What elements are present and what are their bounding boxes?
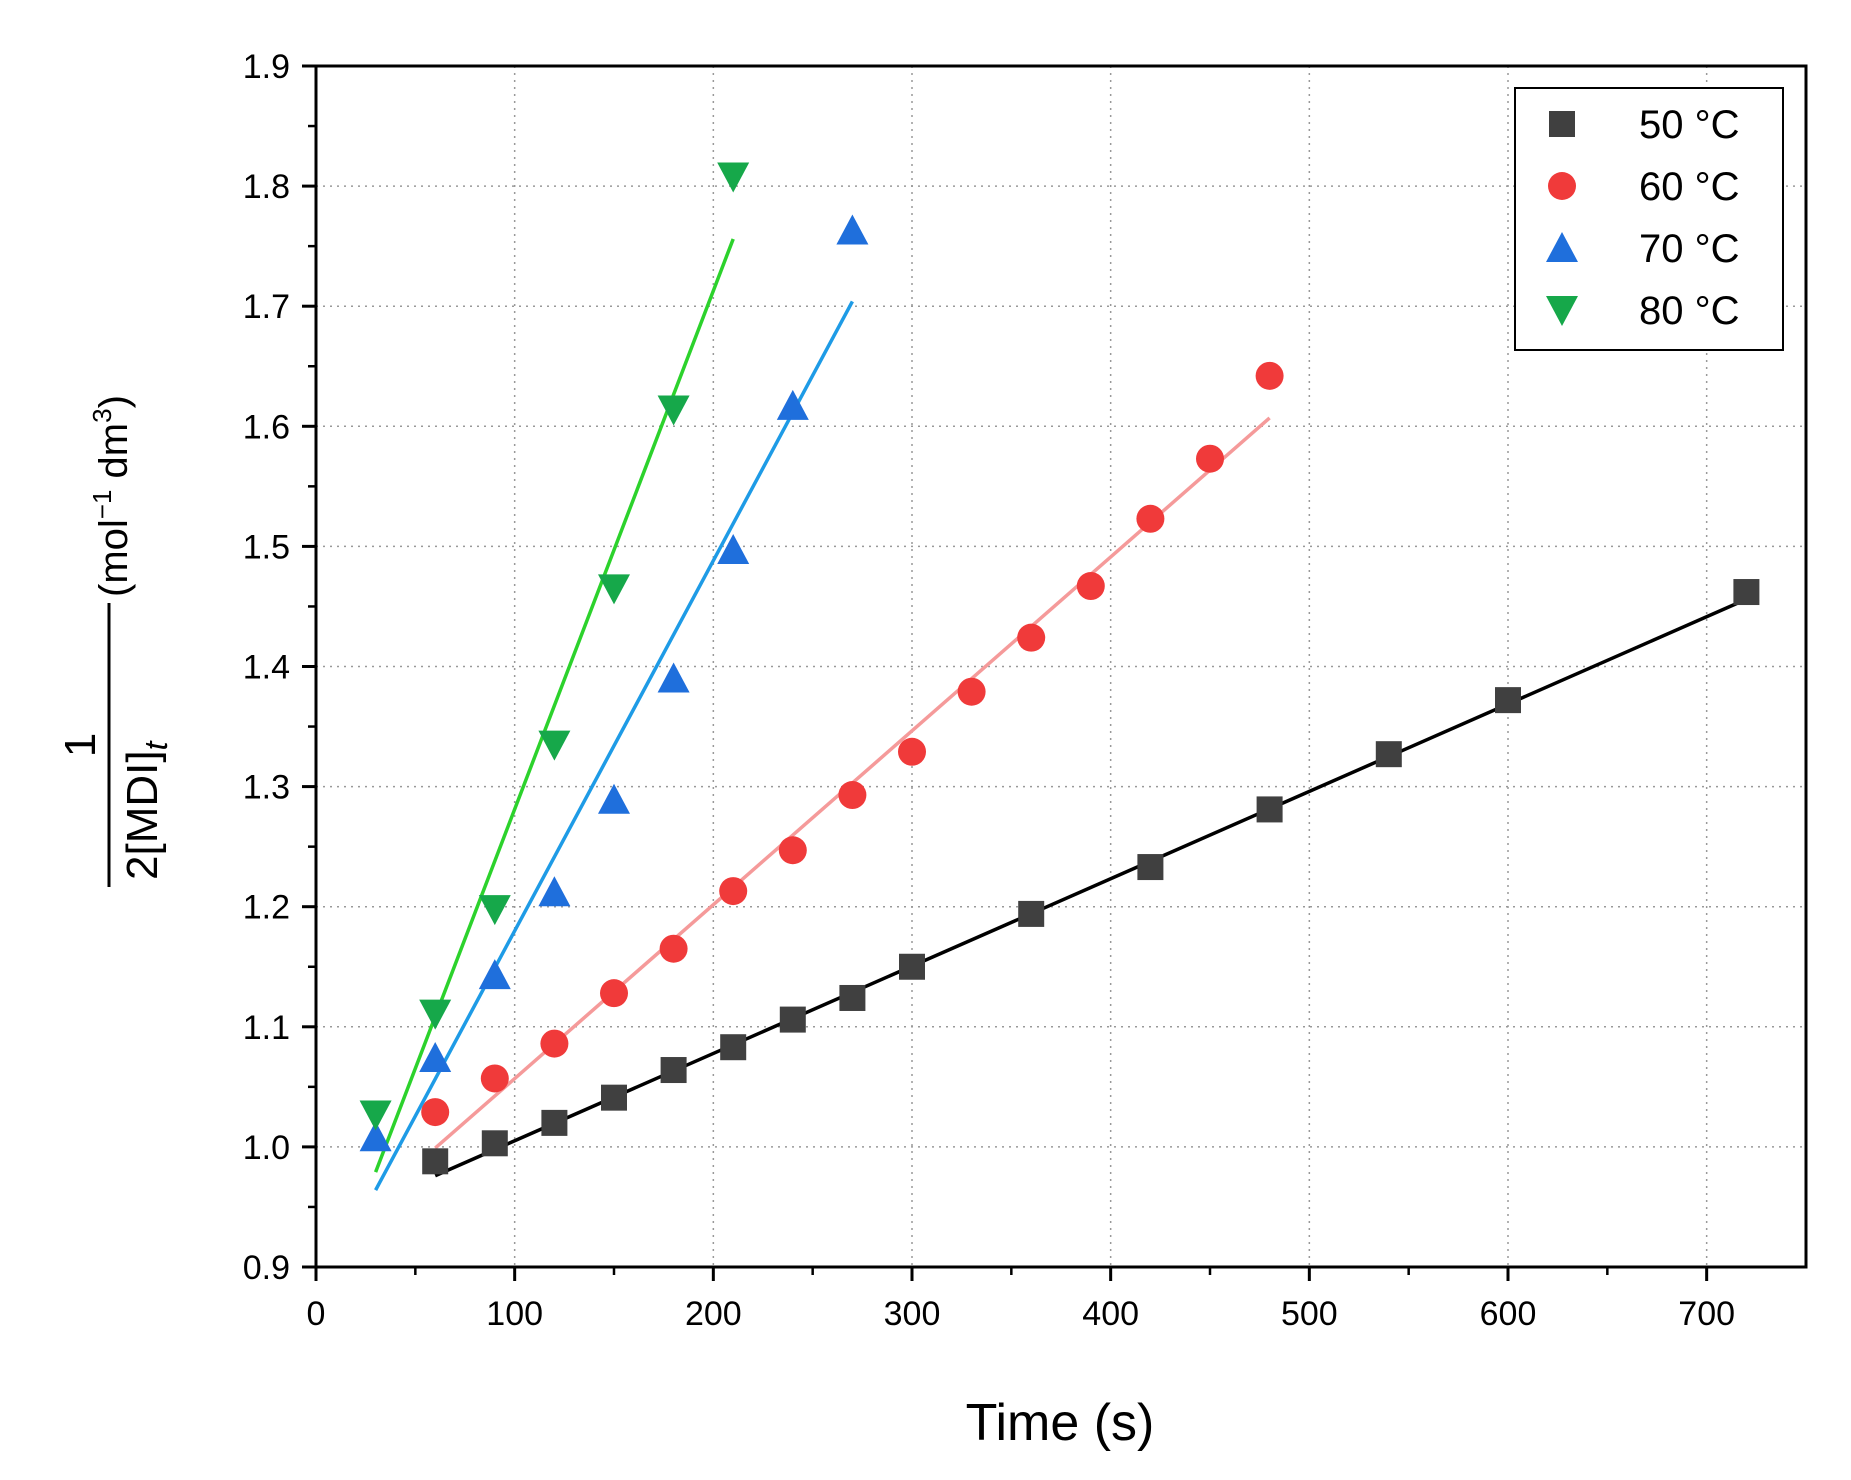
series-80c-point bbox=[717, 162, 750, 193]
y-tick-label: 1.9 bbox=[243, 48, 290, 86]
y-axis-title: 1 2[MDI]t (mol−1 dm3) bbox=[56, 395, 174, 887]
series-60c-point bbox=[540, 1029, 569, 1058]
series-70c-point bbox=[538, 876, 571, 907]
series-60c-point bbox=[838, 781, 867, 810]
series-60c-point bbox=[719, 877, 748, 906]
legend-80c-marker bbox=[1546, 296, 1578, 326]
series-60c-point bbox=[898, 737, 926, 766]
x-tick-label: 200 bbox=[685, 1295, 742, 1333]
series-60c-point bbox=[1136, 504, 1165, 533]
y-axis-title-numerator: 1 bbox=[56, 733, 105, 757]
legend-50c-label: 50 °C bbox=[1639, 103, 1740, 147]
series-50c-point bbox=[1018, 900, 1045, 927]
legend-70c-label: 70 °C bbox=[1639, 227, 1740, 271]
x-tick-label: 500 bbox=[1281, 1295, 1338, 1333]
y-tick-label: 0.9 bbox=[243, 1249, 290, 1287]
series-70c-point bbox=[359, 1121, 392, 1152]
series-70c-fit-line bbox=[374, 300, 854, 1191]
series-50c-point bbox=[899, 953, 925, 980]
series-50c-point bbox=[1733, 579, 1760, 606]
series-70c-point bbox=[717, 534, 750, 565]
x-axis-title: Time (s) bbox=[966, 1394, 1155, 1452]
y-axis-title-unit-exp2: 3 bbox=[87, 408, 117, 422]
series-80c-point bbox=[598, 574, 630, 605]
legend-60c-marker bbox=[1548, 172, 1576, 200]
legend: 50 °C 60 °C 70 °C 80 °C bbox=[1514, 87, 1784, 351]
series-50c-point bbox=[779, 1006, 806, 1033]
y-tick-label: 1.3 bbox=[243, 769, 290, 807]
x-tick-label: 600 bbox=[1480, 1295, 1537, 1333]
series-60c-point bbox=[659, 934, 688, 963]
series-60c-point bbox=[957, 677, 986, 706]
series-80c-point bbox=[657, 395, 690, 426]
series-60c-point bbox=[1017, 623, 1046, 652]
series-50c-point bbox=[839, 984, 866, 1011]
series-60c-point bbox=[421, 1098, 450, 1127]
series-60c-point bbox=[600, 979, 628, 1008]
x-tick-label: 400 bbox=[1082, 1295, 1139, 1333]
x-tick-label: 0 bbox=[307, 1295, 326, 1333]
ticks: 0 100 200 300 400 500 600 700 0.9 1.0 1.1 1.2 1.3 1.4… bbox=[243, 48, 1735, 1333]
y-axis-title-unit-exp1: −1 bbox=[87, 490, 117, 520]
series-50c-point bbox=[1375, 741, 1402, 768]
legend-60c-label: 60 °C bbox=[1639, 165, 1740, 209]
legend-80c-label: 80 °C bbox=[1639, 289, 1740, 333]
series-70c-point bbox=[836, 214, 869, 245]
series-50c-fit-line bbox=[434, 597, 1748, 1178]
y-axis-title-denominator-group: 2[MDI]t bbox=[118, 740, 174, 880]
legend-50c-marker bbox=[1549, 111, 1575, 137]
series-70c-point bbox=[598, 783, 630, 814]
y-axis-title-unit-prefix: (mol bbox=[92, 519, 136, 597]
y-axis-title-unit: (mol−1 dm3) bbox=[87, 395, 136, 597]
series-60c-point bbox=[778, 836, 807, 865]
y-tick-label: 1.7 bbox=[243, 288, 290, 326]
y-tick-label: 1.2 bbox=[243, 889, 290, 927]
y-axis-title-denominator: 2[MDI] bbox=[118, 750, 167, 880]
series-70c-point bbox=[657, 662, 690, 693]
x-tick-label: 300 bbox=[884, 1295, 941, 1333]
series-50c-point bbox=[541, 1109, 568, 1136]
series-50c-point bbox=[1137, 854, 1164, 881]
series-60c-point bbox=[1076, 572, 1105, 601]
series-50c-point bbox=[601, 1084, 627, 1111]
y-tick-label: 1.0 bbox=[243, 1129, 290, 1167]
series-60c-point bbox=[1255, 361, 1284, 390]
series-50c-point bbox=[720, 1034, 747, 1061]
series-80c-point bbox=[359, 1100, 392, 1131]
y-tick-label: 1.5 bbox=[243, 528, 290, 566]
series-50c-point bbox=[422, 1148, 449, 1175]
series-60c-point bbox=[1196, 444, 1224, 473]
y-axis-title-subscript: t bbox=[138, 740, 174, 750]
data-points bbox=[359, 162, 1760, 1175]
y-tick-label: 1.8 bbox=[243, 168, 290, 206]
series-80c-point bbox=[478, 895, 511, 926]
series-60c-point bbox=[480, 1064, 509, 1093]
x-tick-label: 100 bbox=[486, 1295, 543, 1333]
series-70c-point bbox=[776, 389, 809, 420]
legend-70c-marker bbox=[1546, 232, 1578, 262]
y-tick-label: 1.1 bbox=[243, 1009, 290, 1047]
y-axis-title-unit-mid: dm bbox=[92, 423, 136, 490]
series-80c-point bbox=[538, 730, 571, 761]
series-70c-point bbox=[419, 1042, 452, 1073]
series-50c-point bbox=[1256, 796, 1283, 823]
y-tick-label: 1.6 bbox=[243, 408, 290, 446]
y-tick-label: 1.4 bbox=[243, 649, 290, 687]
series-50c-point bbox=[481, 1130, 508, 1157]
series-70c-point bbox=[478, 959, 511, 990]
y-axis-title-unit-suffix: ) bbox=[92, 395, 136, 408]
series-50c-point bbox=[1495, 687, 1521, 714]
series-80c-point bbox=[419, 999, 452, 1030]
series-50c-point bbox=[660, 1057, 687, 1084]
x-tick-label: 700 bbox=[1678, 1295, 1735, 1333]
